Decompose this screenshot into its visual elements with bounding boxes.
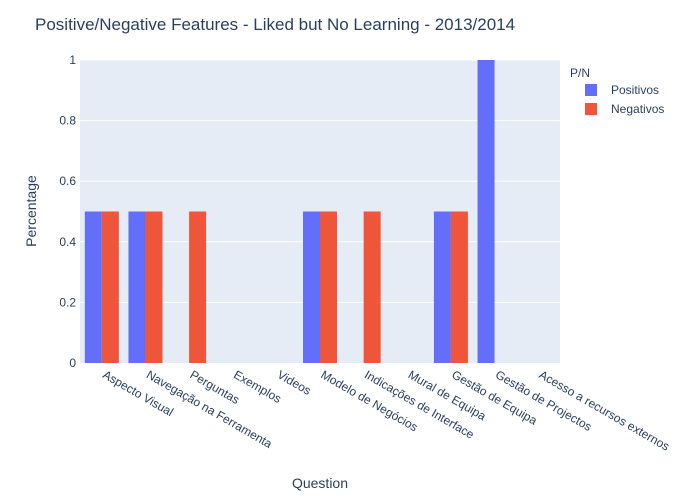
x-axis-title: Question [292,475,348,491]
bar-positivos [84,211,102,363]
y-tick-label: 0.4 [59,235,76,249]
bar-positivos [128,211,146,363]
x-tick-label: Exemplos [231,367,284,405]
y-tick-label: 1 [69,53,76,67]
bar-negativos [450,211,468,363]
bar-positivos [477,60,495,363]
legend-label-negativos: Negativos [611,102,664,116]
bar-positivos [433,211,451,363]
legend-swatch-negativos [585,103,597,115]
y-tick-label: 0.2 [59,295,76,309]
bar-negativos [101,211,119,363]
bar-negativos [320,211,337,363]
bar-negativos [189,211,207,363]
chart-title: Positive/Negative Features - Liked but N… [35,15,515,34]
y-tick-label: 0 [69,356,76,370]
legend-swatch-positivos [585,84,597,96]
legend-title: P/N [570,66,590,80]
bar-negativos [363,211,381,363]
legend: P/N Positivos Negativos [570,66,664,116]
y-tick-label: 0.6 [59,174,76,188]
y-tick-label: 0.8 [59,114,76,128]
legend-label-positivos: Positivos [611,83,659,97]
y-axis-title: Percentage [23,175,39,247]
bars [84,60,495,363]
bar-positivos [303,211,320,363]
bar-negativos [145,211,163,363]
y-axis-ticks: 0 0.2 0.4 0.6 0.8 1 [59,53,76,370]
